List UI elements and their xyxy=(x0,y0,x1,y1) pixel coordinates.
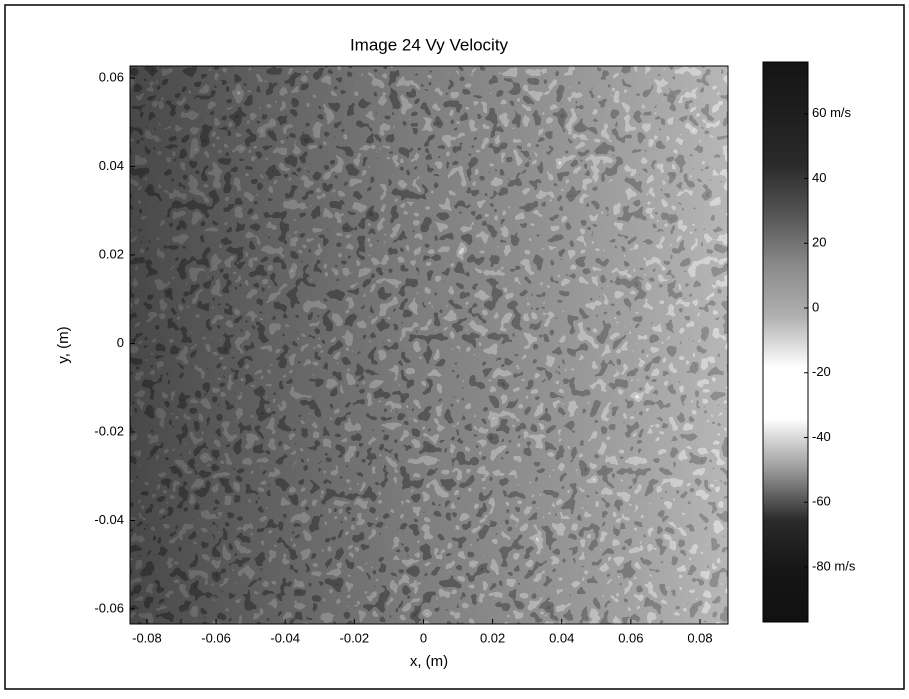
colorbar xyxy=(762,61,809,623)
colorbar-tick-label: -80 m/s xyxy=(812,558,856,573)
chart-title: Image 24 Vy Velocity xyxy=(350,35,509,54)
y-tick-label: 0.06 xyxy=(99,69,124,84)
colorbar-tick-label: 60 m/s xyxy=(812,105,852,120)
field xyxy=(130,66,728,624)
x-axis-label: x, (m) xyxy=(410,653,448,670)
y-tick-label: 0.04 xyxy=(99,158,124,173)
x-tick-label: -0.02 xyxy=(340,630,370,645)
field-shade xyxy=(130,66,728,624)
colorbar-tick-label: 0 xyxy=(812,299,819,314)
colorbar-tick-label: -40 xyxy=(812,429,831,444)
x-tick-label: 0.04 xyxy=(549,630,574,645)
y-axis-label: y, (m) xyxy=(55,326,72,363)
colorbar-tick-label: -60 xyxy=(812,494,831,509)
colorbar-tick-label: 20 xyxy=(812,235,826,250)
x-tick-label: 0.06 xyxy=(618,630,643,645)
y-tick-label: -0.06 xyxy=(94,600,124,615)
y-tick-label: -0.02 xyxy=(94,423,124,438)
y-tick-label: 0 xyxy=(117,335,124,350)
frame xyxy=(4,4,905,690)
plot-border xyxy=(129,65,729,625)
x-tick-label: 0.08 xyxy=(687,630,712,645)
x-tick-label: 0.02 xyxy=(480,630,505,645)
x-tick-label: -0.06 xyxy=(201,630,231,645)
x-tick-label: -0.08 xyxy=(132,630,162,645)
x-tick-label: 0 xyxy=(420,630,427,645)
y-tick-label: 0.02 xyxy=(99,246,124,261)
y-tick-label: -0.04 xyxy=(94,512,124,527)
colorbar-tick-label: 40 xyxy=(812,170,826,185)
x-tick-label: -0.04 xyxy=(270,630,300,645)
colorbar-tick-label: -20 xyxy=(812,364,831,379)
